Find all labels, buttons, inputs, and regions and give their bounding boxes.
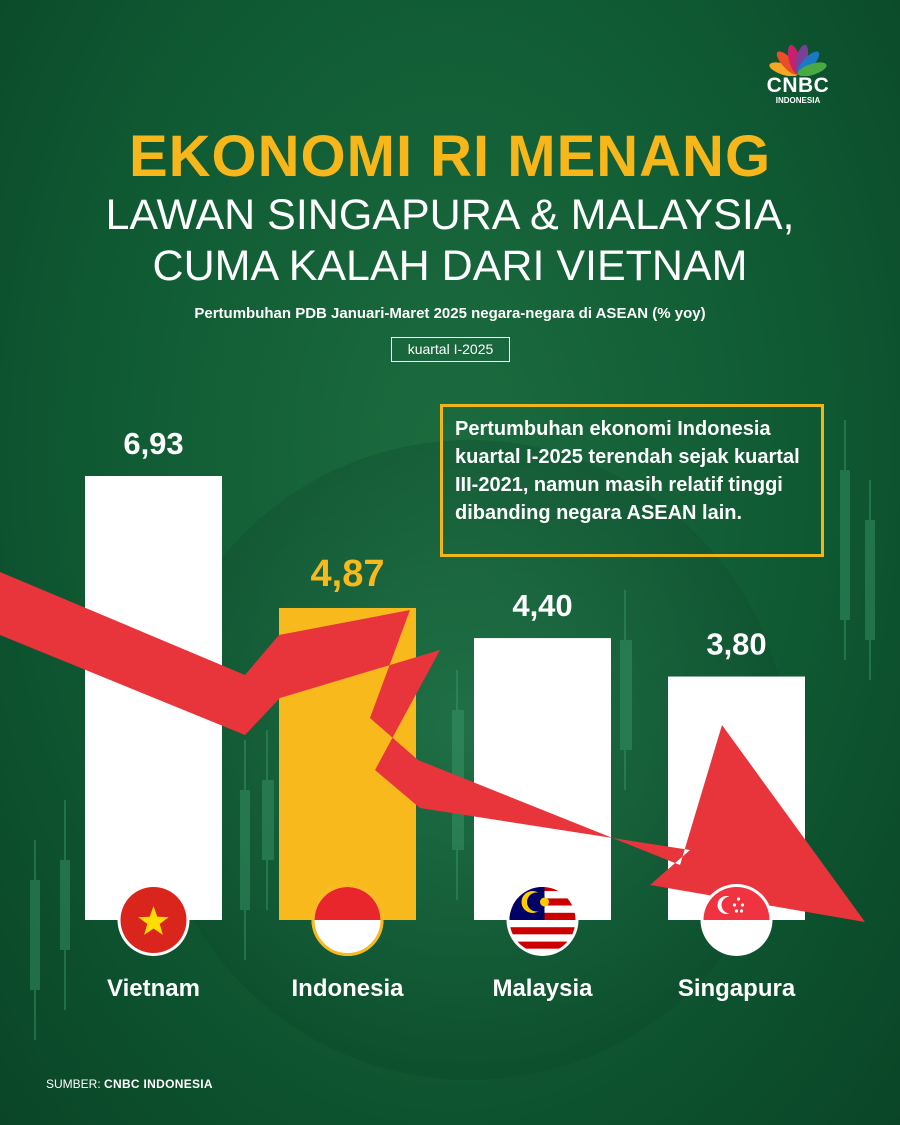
category-label-indonesia: Indonesia	[291, 975, 404, 1002]
singapore-flag-icon	[700, 884, 773, 956]
headline-title: EKONOMI RI MENANG	[128, 124, 772, 189]
cnbc-indonesia-logo: CNBC INDONESIA	[762, 42, 834, 105]
bar-malaysia	[474, 638, 611, 920]
value-label-indonesia: 4,87	[311, 553, 385, 595]
logo-subtitle: INDONESIA	[775, 96, 821, 105]
headline-line-2: CUMA KALAH DARI VIETNAM	[152, 242, 748, 290]
malaysia-flag-icon	[506, 884, 579, 956]
category-label-malaysia: Malaysia	[492, 975, 593, 1002]
indonesia-flag-icon	[311, 884, 384, 956]
chart-subtitle: Pertumbuhan PDB Januari-Maret 2025 negar…	[194, 305, 706, 322]
value-label-malaysia: 4,40	[512, 588, 572, 623]
candlestick-decoration	[30, 420, 875, 1040]
source-credit: SUMBER: CNBC INDONESIA	[46, 1077, 213, 1091]
logo-name: CNBC	[766, 74, 830, 97]
value-label-singapura: 3,80	[706, 627, 766, 662]
headline-line-1: LAWAN SINGAPURA & MALAYSIA,	[105, 191, 795, 239]
vietnam-flag-icon	[117, 884, 190, 956]
flags-layer: Vietnam Indonesia Malaysia Singapura	[107, 884, 796, 1002]
period-badge: kuartal I-2025	[391, 337, 510, 362]
source-label: SUMBER:	[46, 1077, 101, 1091]
trend-arrow	[0, 572, 865, 922]
category-label-singapura: Singapura	[678, 975, 796, 1002]
source-name: CNBC INDONESIA	[104, 1077, 213, 1091]
category-label-vietnam: Vietnam	[107, 975, 200, 1002]
annotation-box: Pertumbuhan ekonomi Indonesia kuartal I-…	[440, 404, 824, 557]
peacock-icon	[769, 44, 827, 76]
value-label-vietnam: 6,93	[123, 426, 183, 461]
